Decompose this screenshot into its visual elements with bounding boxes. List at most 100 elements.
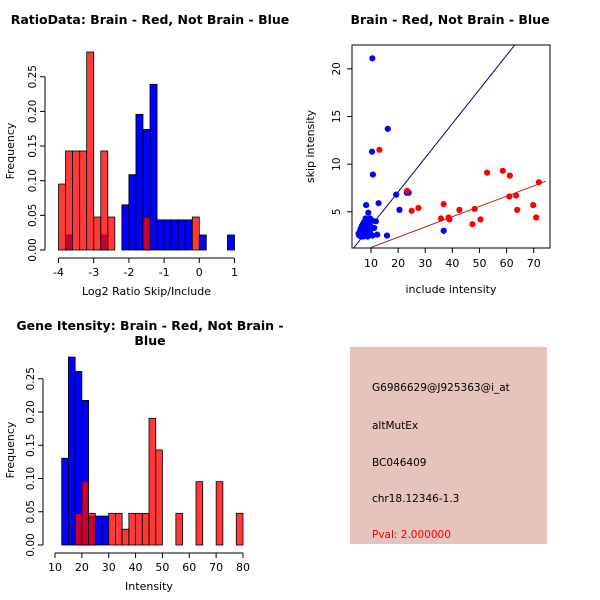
x-tick-label: 60: [182, 561, 196, 574]
histogram-bar: [79, 150, 88, 251]
histogram-bar: [155, 449, 163, 546]
scatter-point: [375, 200, 382, 207]
scatter-point: [483, 169, 491, 176]
y-tick-label: 0.25: [27, 65, 39, 88]
histogram-bar: [215, 481, 224, 546]
scatter-point: [364, 233, 371, 240]
scatter-point: [440, 227, 447, 234]
x-tick-label: 60: [500, 257, 514, 270]
x-tick-label: 70: [527, 257, 541, 270]
y-tick-label: 0.20: [25, 400, 37, 423]
histogram-bar: [142, 216, 151, 251]
scatter-point: [512, 192, 520, 199]
histogram-bar: [101, 515, 110, 546]
histogram-bar: [65, 150, 73, 251]
x-tick-label: 50: [155, 561, 169, 574]
histogram-bar: [148, 417, 157, 546]
gene-plot-group: 0.00 0.05 0.10 0.15 0.20 0.25 Frequency 10 20 30 4…: [4, 356, 250, 593]
x-tick-label: 0: [196, 266, 203, 279]
scatter-point: [396, 206, 403, 213]
x-tick-label: -2: [123, 266, 134, 279]
histogram-bar: [170, 219, 179, 251]
y-tick-label: 0.20: [27, 100, 39, 123]
histogram-bar: [156, 219, 165, 251]
scatter-point: [369, 55, 376, 62]
x-tick-label: 20: [75, 561, 89, 574]
histogram-bar: [235, 512, 244, 546]
histogram-bar: [121, 204, 130, 251]
histogram-bar: [135, 113, 144, 251]
scatter-point: [372, 218, 379, 225]
histogram-bar: [72, 150, 81, 251]
ratio-histogram-panel: RatioData: Brain - Red, Not Brain - Blue…: [0, 0, 300, 300]
histogram-bar: [149, 83, 158, 251]
y-tick-label: 0.10: [27, 169, 39, 192]
y-axis-label: skip intensity: [304, 109, 317, 183]
trend-line: [369, 180, 547, 248]
scatter-point: [393, 191, 400, 198]
x-tick-label: 10: [48, 561, 62, 574]
y-tick-label: 0.00: [27, 238, 39, 261]
histogram-bar: [191, 216, 200, 251]
x-axis-label: Intensity: [125, 580, 173, 593]
histogram-bar: [128, 174, 137, 251]
y-tick-label: 0.15: [27, 134, 39, 157]
x-axis-label: Log2 Ratio Skip/Include: [82, 285, 211, 298]
plot-frame: [351, 44, 551, 249]
scatter-point: [514, 206, 521, 213]
histogram-bar: [177, 219, 186, 251]
histogram-bar: [198, 234, 207, 251]
histogram-bar: [68, 356, 76, 546]
histogram-bar: [121, 528, 130, 546]
scatter-point: [499, 167, 506, 174]
x-tick-label: 30: [102, 561, 116, 574]
y-tick-label: 10: [331, 157, 343, 170]
gene-histogram-panel: Gene Itensity: Brain - Red, Not Brain - …: [0, 300, 300, 600]
scatter-point: [403, 187, 411, 194]
scatter-point: [471, 205, 478, 213]
scatter-point: [437, 215, 445, 222]
scatter-plot-group: 5 10 15 20 skip intensity 10 20 30 40 50 60 70 inclu…: [304, 44, 551, 296]
x-tick-label: 1: [231, 266, 238, 279]
intensity-scatter-plot: 5 10 15 20 skip intensity 10 20 30 40 50 60 70 inclu…: [304, 44, 551, 296]
scatter-point: [530, 202, 537, 209]
y-tick-label: 20: [331, 62, 343, 75]
histogram-bar: [135, 512, 143, 546]
histogram-bar: [141, 512, 150, 546]
histogram-bar: [184, 219, 193, 251]
histogram-bar: [227, 234, 235, 251]
histogram-bar: [86, 51, 95, 251]
scatter-point: [383, 232, 391, 239]
scatter-point: [371, 224, 378, 232]
scatter-point: [415, 204, 422, 212]
x-tick-label: -1: [159, 266, 170, 279]
histogram-bar: [128, 512, 136, 546]
info-locus: chr18.12346-1.3: [372, 493, 460, 505]
x-tick-label: 10: [364, 257, 378, 270]
histogram-bar: [74, 512, 83, 546]
gene-info-panel: G6986629@J925363@i_at altMutEx BC046409 …: [350, 347, 547, 544]
intensity-scatter-panel: Brain - Red, Not Brain - Blue 5 10 15 20 ski…: [300, 0, 600, 300]
info-probe-id: G6986629@J925363@i_at: [372, 382, 510, 394]
histogram-bar: [175, 512, 183, 546]
info-accession: BC046409: [372, 457, 427, 469]
y-tick-label: 0.05: [27, 204, 39, 227]
x-tick-label: 30: [418, 257, 432, 270]
scatter-content: [353, 45, 547, 248]
scatter-point: [506, 172, 513, 179]
histogram-bar: [81, 481, 89, 546]
histogram-bar: [61, 457, 69, 546]
x-axis-label: include intensity: [405, 283, 497, 296]
x-tick-label: 70: [209, 561, 223, 574]
histogram-bar: [88, 512, 96, 546]
ratio-plot-group: 0.00 0.05 0.10 0.15 0.20 0.25 Frequency -4 -3 -2 -…: [4, 51, 238, 298]
scatter-point: [456, 206, 463, 213]
y-tick-label: 0.05: [25, 500, 37, 523]
y-tick-label: 15: [331, 110, 343, 123]
scatter-point: [374, 231, 381, 238]
scatter-point: [376, 146, 383, 153]
x-tick-label: -3: [88, 266, 99, 279]
y-tick-label: 0.00: [25, 533, 37, 556]
trend-line: [353, 45, 516, 248]
x-tick-label: -4: [53, 266, 64, 279]
